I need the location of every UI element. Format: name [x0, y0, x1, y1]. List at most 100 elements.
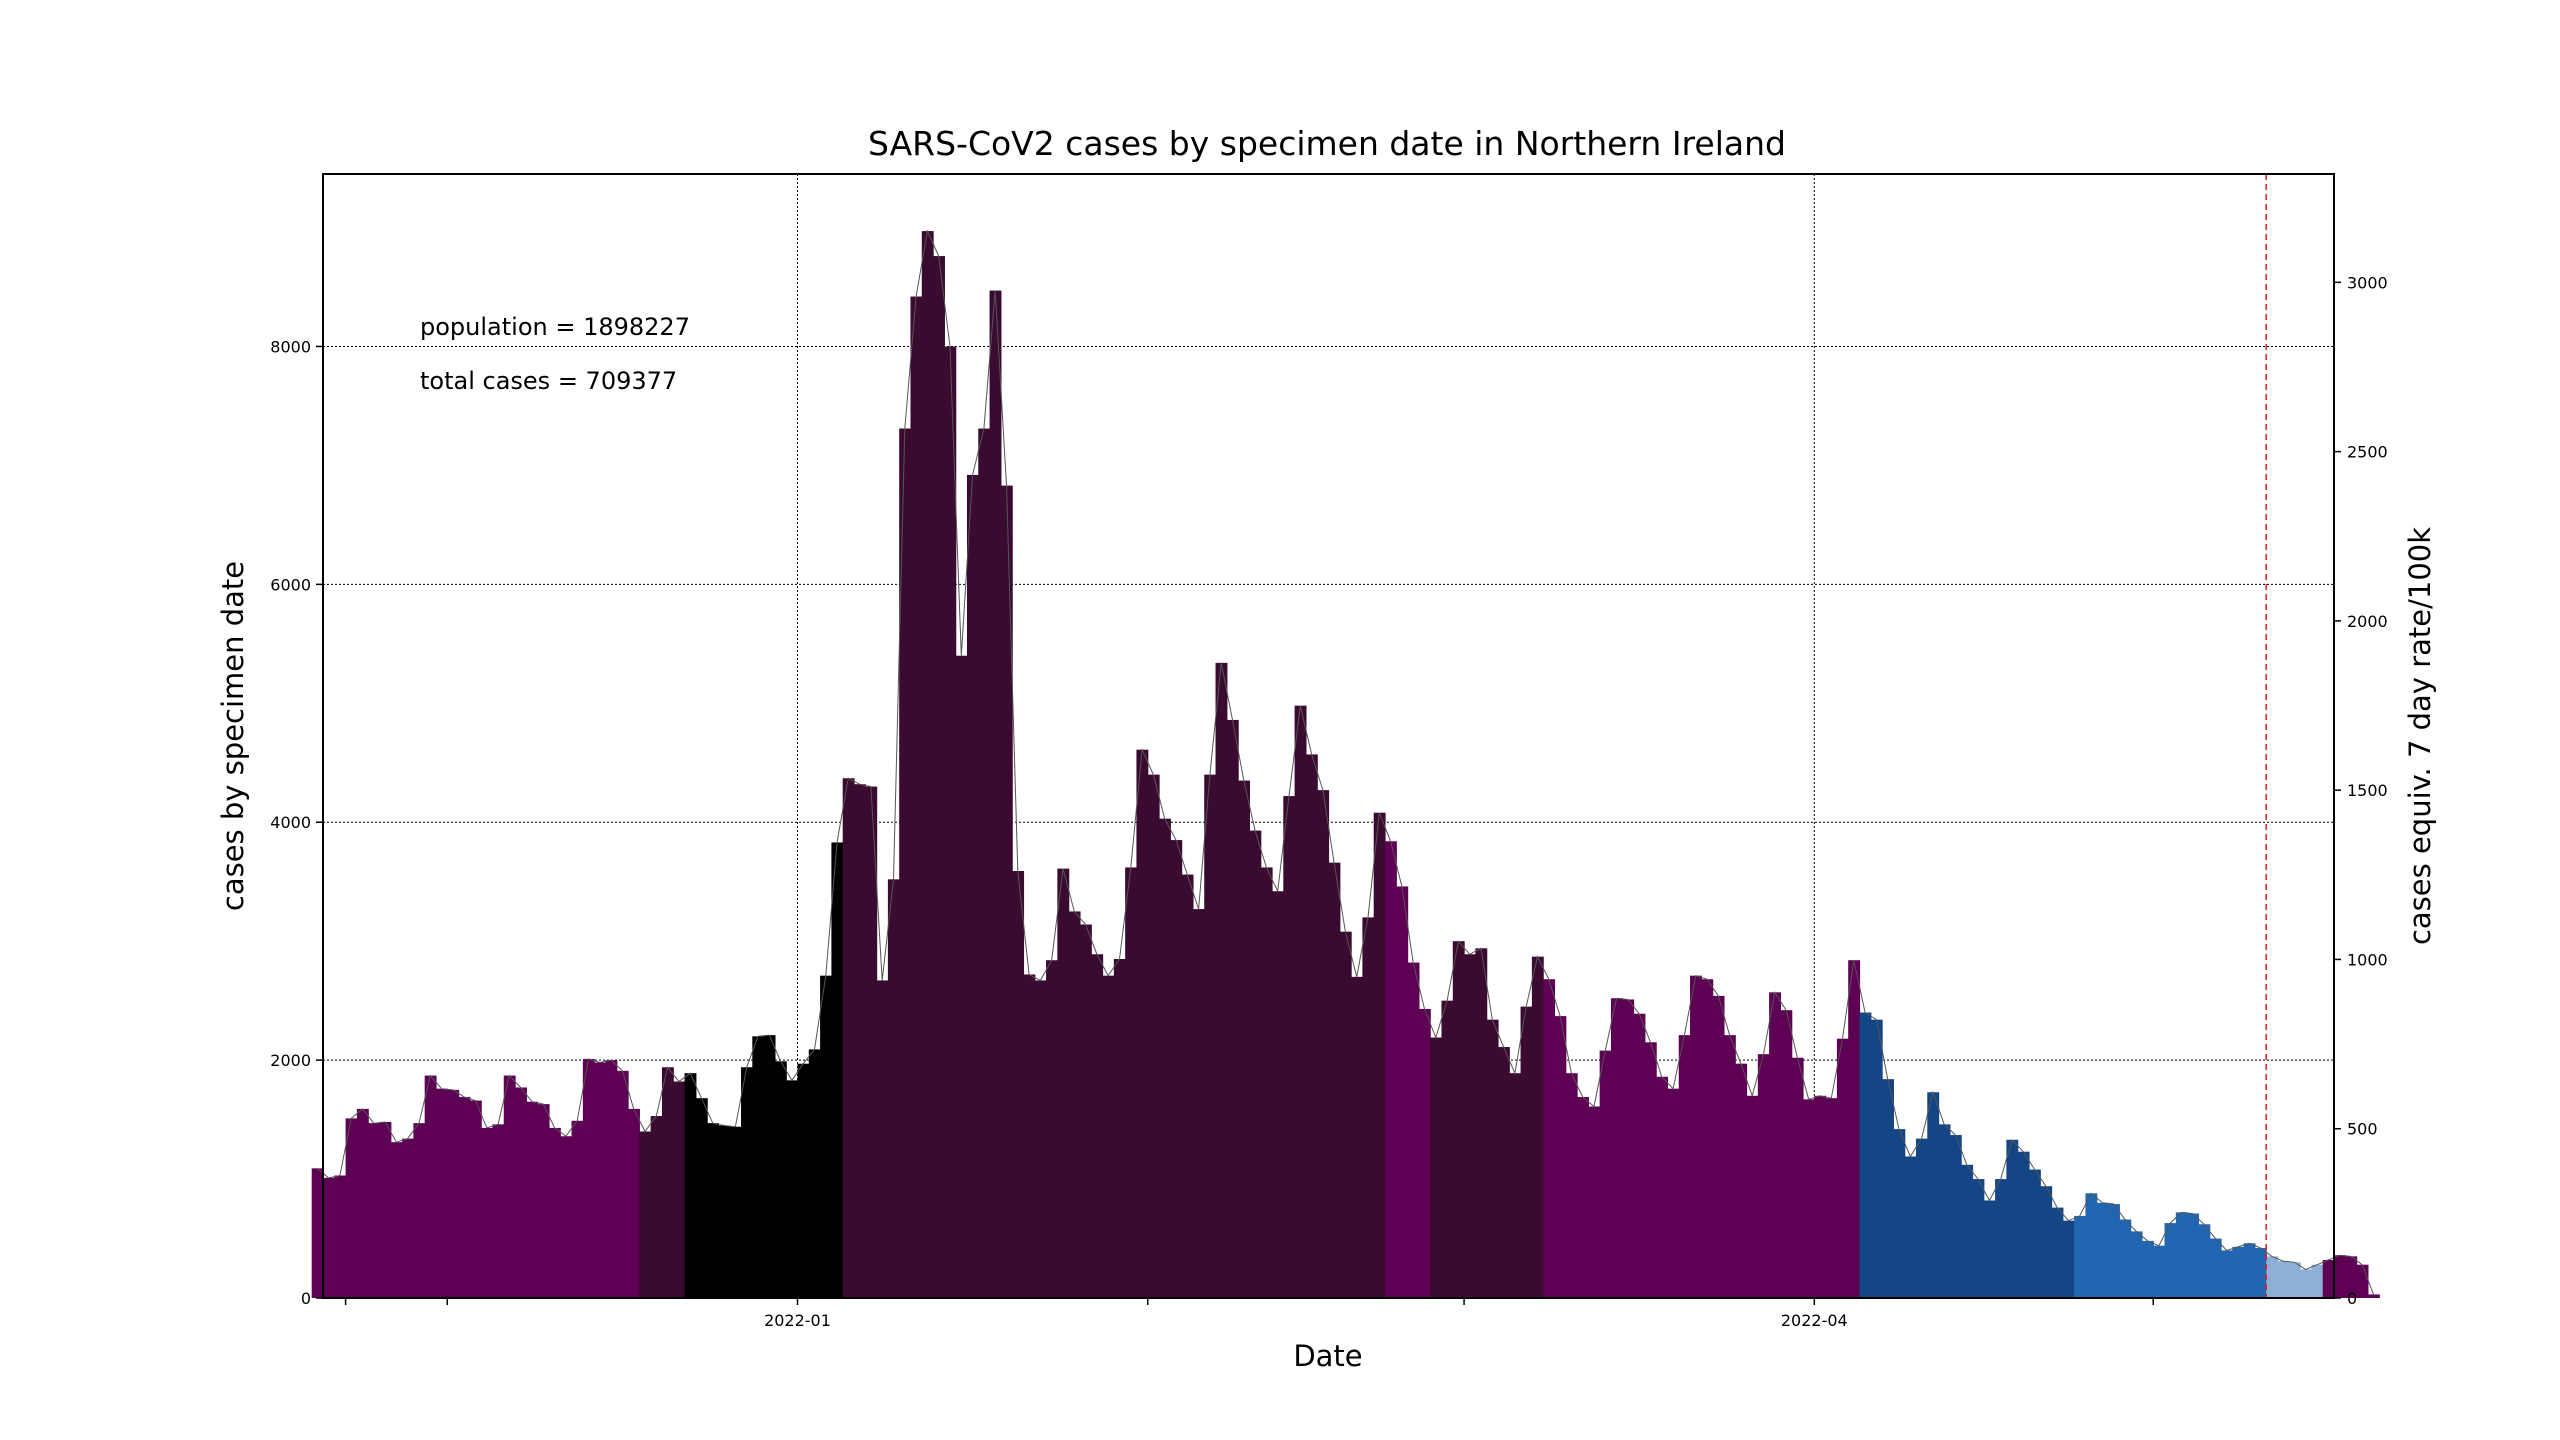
bar — [1949, 1135, 1962, 1298]
bar — [1000, 485, 1013, 1298]
bar — [1192, 909, 1205, 1298]
bar — [1012, 870, 1025, 1298]
bar — [2141, 1240, 2154, 1298]
bar — [2198, 1224, 2211, 1298]
bar — [944, 346, 957, 1299]
plot-frame — [322, 173, 2335, 1299]
bar — [887, 879, 900, 1298]
bar — [447, 1089, 460, 1298]
bar — [1497, 1047, 1510, 1298]
bar — [2062, 1220, 2075, 1298]
bar — [1836, 1038, 1849, 1298]
x-tick-label: 2022-04 — [1781, 1311, 1848, 1330]
bar — [548, 1127, 561, 1298]
y-right-tick-label: 1000 — [2347, 950, 2388, 969]
bar — [1599, 1050, 1612, 1298]
bar — [2254, 1248, 2267, 1298]
bar — [2209, 1238, 2222, 1298]
bar — [707, 1123, 720, 1298]
bar — [1294, 705, 1307, 1298]
bar — [2345, 1256, 2358, 1298]
bar — [2334, 1255, 2346, 1298]
bar — [345, 1118, 358, 1298]
bar — [1848, 960, 1861, 1298]
bar — [1046, 960, 1058, 1298]
bar — [582, 1058, 595, 1298]
bar — [1531, 956, 1544, 1298]
bar — [1543, 979, 1556, 1298]
bar — [695, 1098, 708, 1298]
y-right-tick-label: 2500 — [2347, 443, 2388, 462]
bar — [1396, 886, 1409, 1298]
y-right-tick-label: 500 — [2347, 1120, 2378, 1139]
bar — [1238, 780, 1251, 1298]
bar — [1678, 1035, 1691, 1298]
bar — [1272, 891, 1284, 1298]
bar — [526, 1101, 539, 1298]
bar — [1554, 1016, 1567, 1298]
bar — [1870, 1019, 1883, 1298]
bar — [1373, 812, 1386, 1298]
bar — [2311, 1264, 2324, 1298]
bar — [1995, 1179, 2007, 1298]
bar — [515, 1087, 527, 1298]
bar — [1215, 662, 1228, 1298]
bar — [2130, 1231, 2143, 1298]
bar — [741, 1067, 753, 1298]
y-tick-label: 4000 — [270, 813, 311, 832]
bar — [1464, 954, 1476, 1298]
bar — [1170, 840, 1183, 1298]
bar — [2288, 1262, 2301, 1298]
bar — [1882, 1079, 1894, 1298]
y-tick-label: 0 — [301, 1289, 311, 1308]
bar — [1690, 975, 1702, 1298]
bar — [481, 1127, 494, 1298]
bar — [2017, 1151, 2030, 1298]
bar — [1407, 962, 1420, 1298]
bar — [2051, 1207, 2064, 1298]
bar — [1825, 1098, 1838, 1298]
bar — [774, 1061, 787, 1298]
bar — [808, 1049, 821, 1298]
bar — [2243, 1243, 2256, 1298]
bar — [2108, 1204, 2120, 1298]
bar — [1260, 867, 1273, 1298]
y-right-axis-ticks: 0 500 1000 1500 2000 2500 3000 — [2334, 273, 2388, 1308]
bar — [2096, 1202, 2109, 1298]
bar — [413, 1123, 426, 1298]
bar — [435, 1088, 448, 1298]
bar — [1667, 1088, 1680, 1298]
bar — [1588, 1106, 1601, 1298]
y-right-tick-label: 0 — [2347, 1289, 2357, 1308]
bar — [1633, 1013, 1646, 1298]
bar — [1577, 1096, 1589, 1298]
bar — [786, 1080, 799, 1298]
bar — [503, 1075, 516, 1298]
bar — [763, 1035, 776, 1298]
bar — [955, 655, 968, 1298]
bar — [390, 1142, 403, 1298]
bar — [966, 474, 979, 1299]
y-tick-label: 2000 — [270, 1051, 311, 1070]
bar — [1452, 941, 1465, 1298]
y-right-tick-label: 3000 — [2347, 273, 2388, 292]
bar — [831, 842, 844, 1298]
bar — [1927, 1092, 1940, 1298]
bar — [2232, 1246, 2245, 1298]
bar — [684, 1073, 697, 1298]
bar — [989, 290, 1002, 1298]
bar — [865, 786, 878, 1298]
bar — [1384, 841, 1397, 1298]
bar — [1983, 1200, 1996, 1298]
bar — [424, 1075, 437, 1298]
bar — [537, 1104, 550, 1298]
bar — [1486, 1019, 1499, 1298]
bar — [2277, 1261, 2290, 1298]
bar — [1204, 774, 1217, 1298]
bar — [571, 1120, 584, 1298]
bar — [729, 1126, 742, 1298]
bar — [1723, 1035, 1736, 1298]
bar — [933, 256, 945, 1299]
series-line — [317, 229, 2374, 1295]
bar — [1159, 818, 1171, 1298]
